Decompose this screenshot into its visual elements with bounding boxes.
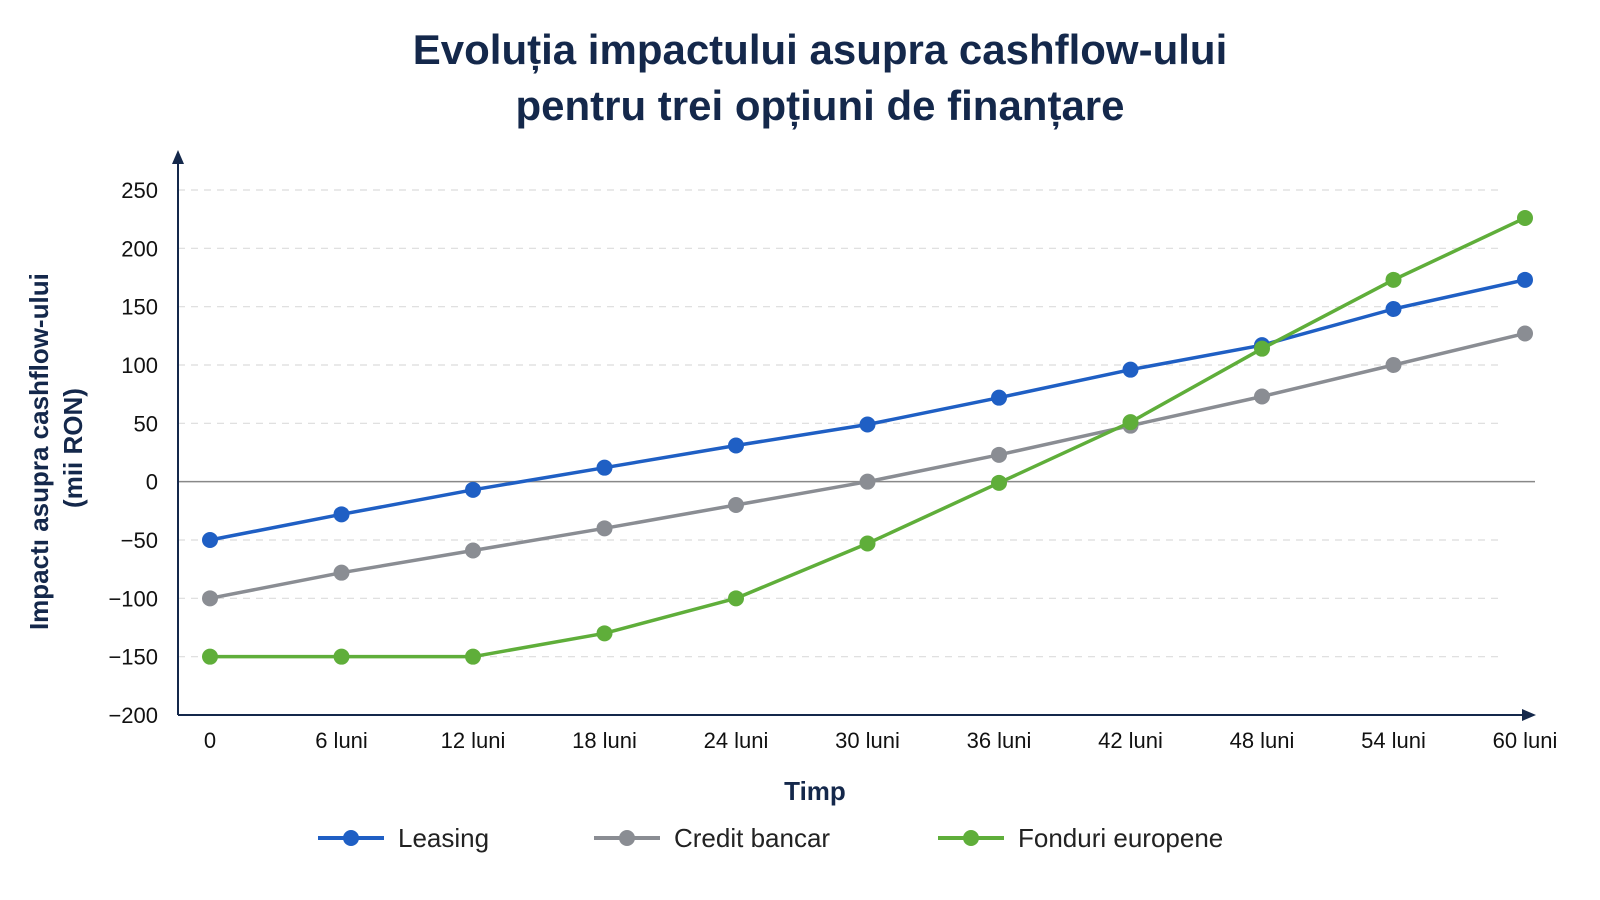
- y-axis-label-line-1: Impactı asupra cashflow-ului: [24, 273, 54, 630]
- x-tick-label: 42 luni: [1098, 728, 1163, 753]
- y-tick-label: −150: [108, 645, 158, 670]
- legend: Leasing Credit bancar Fonduri europene: [318, 823, 1223, 853]
- series-2: [202, 210, 1533, 665]
- data-point: [202, 590, 218, 607]
- series-line: [209, 278, 1526, 542]
- chart-title-line-2: pentru trei opțiuni de finanțare: [515, 82, 1125, 129]
- y-tick-label: 150: [121, 295, 158, 320]
- x-tick-label: 24 luni: [704, 728, 769, 753]
- data-point: [202, 532, 218, 548]
- y-tick-label: 0: [146, 470, 158, 495]
- y-tick-label: 50: [134, 411, 158, 436]
- data-point: [991, 446, 1007, 463]
- data-point: [596, 625, 613, 642]
- series: [202, 210, 1533, 665]
- x-tick-label: 54 luni: [1361, 728, 1426, 753]
- legend-label: Fonduri europene: [1018, 823, 1223, 853]
- x-tick-labels: 0 6 luni 12 luni 18 luni 24 luni 30 luni 36 lu…: [204, 728, 1558, 753]
- data-point: [1254, 388, 1270, 405]
- data-point: [465, 648, 481, 665]
- legend-swatch-marker: [343, 830, 359, 846]
- data-point: [1122, 414, 1139, 431]
- data-point: [202, 648, 218, 665]
- x-tick-label: 12 luni: [441, 728, 506, 753]
- axes: [172, 150, 1536, 721]
- chart-title-line-1: Evoluția impactului asupra cashflow-ului: [412, 26, 1228, 73]
- data-point: [991, 389, 1007, 406]
- y-tick-label: −100: [108, 586, 158, 611]
- x-tick-label: 36 luni: [967, 728, 1032, 753]
- legend-item: Fonduri europene: [938, 823, 1223, 853]
- y-axis-label-line-2: (mii RON): [58, 388, 88, 508]
- data-point: [1517, 325, 1533, 342]
- x-axis-label: Timp: [784, 776, 846, 806]
- data-point: [465, 481, 481, 498]
- data-point: [333, 564, 350, 581]
- legend-item: Credit bancar: [594, 823, 830, 853]
- data-point: [859, 473, 876, 490]
- x-tick-label: 30 luni: [835, 728, 900, 753]
- series-1: [202, 325, 1533, 607]
- x-axis-arrow-icon: [1522, 709, 1536, 721]
- data-point: [1385, 357, 1402, 373]
- y-axis-arrow-icon: [172, 150, 184, 164]
- data-point: [728, 590, 744, 607]
- y-tick-label: 200: [121, 236, 158, 261]
- legend-label: Credit bancar: [674, 823, 830, 853]
- data-point: [1254, 340, 1270, 357]
- x-tick-label: 0: [204, 728, 216, 753]
- data-point: [1385, 301, 1402, 317]
- data-point: [1517, 271, 1533, 288]
- x-tick-label: 18 luni: [572, 728, 637, 753]
- data-point: [991, 474, 1007, 491]
- data-point: [728, 437, 744, 454]
- y-tick-label: −50: [121, 528, 158, 553]
- y-tick-label: 250: [121, 178, 158, 203]
- grid-lines: [178, 189, 1535, 658]
- data-point: [728, 497, 744, 513]
- data-point: [333, 648, 350, 665]
- legend-item: Leasing: [318, 823, 489, 853]
- y-tick-label: 100: [121, 353, 158, 378]
- x-tick-label: 60 luni: [1493, 728, 1558, 753]
- data-point: [596, 459, 613, 476]
- legend-swatch-marker: [963, 830, 979, 846]
- legend-swatch-marker: [619, 830, 635, 846]
- data-point: [859, 535, 876, 552]
- y-axis-label: Impactı asupra cashflow-ului (mii RON): [24, 266, 88, 630]
- data-point: [465, 542, 481, 559]
- data-point: [1517, 210, 1533, 226]
- data-point: [1385, 271, 1402, 288]
- y-tick-label: −200: [108, 703, 158, 728]
- x-tick-label: 6 luni: [315, 728, 368, 753]
- x-tick-label: 48 luni: [1230, 728, 1295, 753]
- data-point: [596, 520, 613, 537]
- data-point: [333, 506, 350, 523]
- legend-label: Leasing: [398, 823, 489, 853]
- chart-title: Evoluția impactului asupra cashflow-ului…: [200, 22, 1440, 134]
- data-point: [859, 416, 876, 433]
- series-line: [209, 331, 1526, 601]
- series-line: [210, 216, 1526, 659]
- data-point: [1122, 361, 1139, 378]
- y-tick-labels: 250 200 150 100 50 0 −50 −100 −150 −200: [108, 178, 158, 728]
